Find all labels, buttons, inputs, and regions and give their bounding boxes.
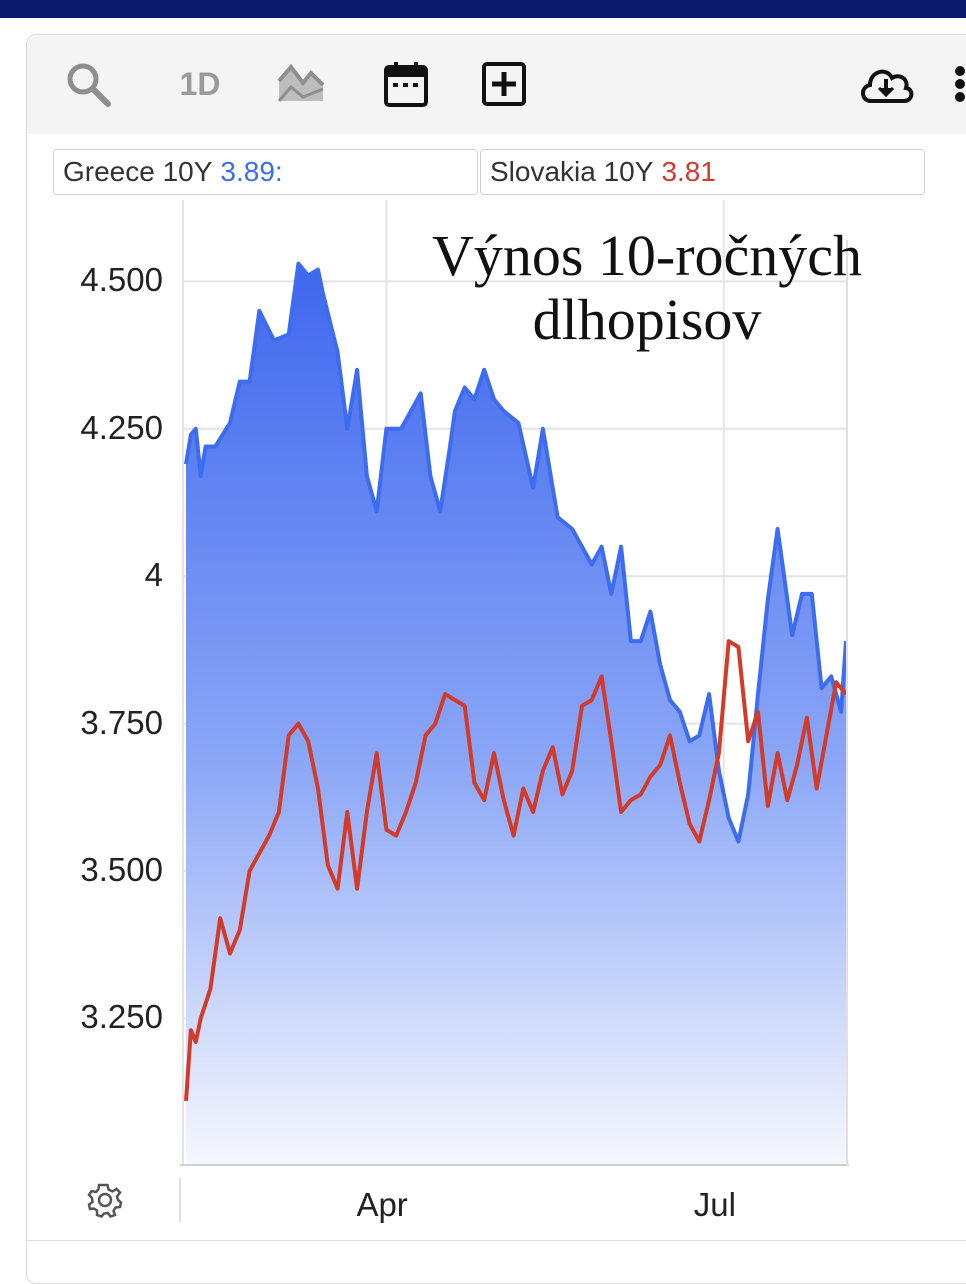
legend-item-slovakia[interactable]: Slovakia 10Y 3.81: [480, 149, 925, 195]
chart-title: Výnos 10-ročných dlhopisov: [431, 223, 863, 352]
y-tick-label: 4: [144, 556, 163, 594]
card-bottom-divider: [26, 1240, 966, 1241]
calendar-icon[interactable]: [378, 58, 434, 110]
download-icon[interactable]: [856, 58, 916, 110]
chart-type-icon[interactable]: [272, 58, 330, 110]
add-compare-icon[interactable]: [478, 58, 530, 110]
search-icon[interactable]: [60, 58, 116, 110]
legend-series-name: Greece 10Y: [63, 156, 213, 187]
x-tick-label: Jul: [693, 1186, 736, 1223]
more-icon[interactable]: [946, 58, 966, 110]
legend-fade: [304, 150, 477, 194]
legend-series-value: 3.81: [661, 156, 716, 187]
timeframe-button[interactable]: 1D: [170, 58, 230, 110]
y-tick-label: 3.250: [80, 998, 163, 1036]
top-window-bar: [0, 0, 966, 18]
legend-item-greece[interactable]: Greece 10Y 3.89:: [53, 149, 478, 195]
legend-fade: [746, 150, 924, 194]
chart-card: [26, 34, 966, 1284]
y-tick-label: 4.250: [80, 408, 163, 446]
timeframe-label: 1D: [179, 65, 221, 102]
x-tick-label: Apr: [356, 1186, 408, 1223]
y-tick-label: 4.500: [80, 261, 163, 299]
y-tick-label: 3.500: [80, 851, 163, 888]
y-tick-label: 3.750: [80, 703, 163, 741]
settings-gear-icon[interactable]: [86, 1181, 124, 1224]
legend-series-name: Slovakia 10Y: [490, 156, 654, 187]
legend-series-value: 3.89:: [220, 156, 283, 187]
